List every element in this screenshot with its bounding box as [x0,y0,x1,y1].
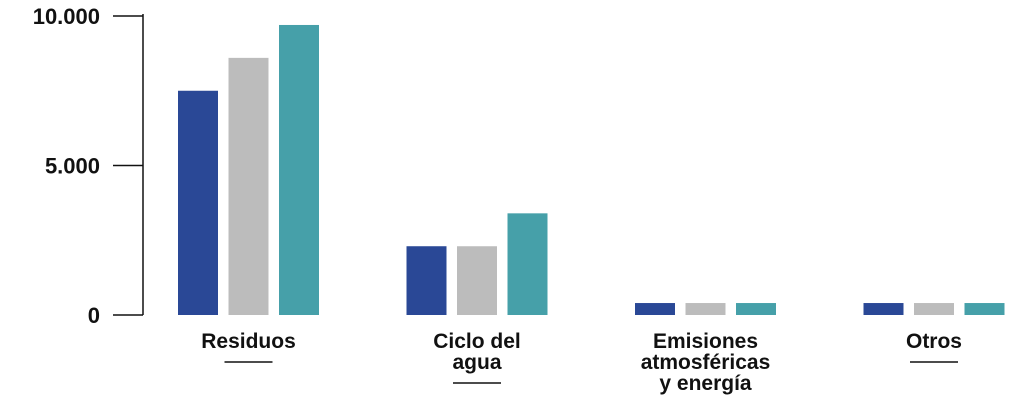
y-axis-ticks: 10.000 5.000 0 [33,4,143,328]
category-label-line: Residuos [201,330,296,353]
bar [964,303,1005,315]
bar [279,24,319,315]
category-label-line: Otros [906,330,962,353]
bar [178,90,218,315]
bar [863,303,904,315]
category-label-line: Emisiones [653,330,758,353]
category-label-line: agua [452,351,501,374]
category-labels: Residuos Ciclo del agua Emisiones atmosféric… [201,330,962,395]
bar [228,57,269,316]
bar [736,303,776,315]
category-label-line: y energía [659,372,752,395]
bar [914,303,954,315]
bar [635,303,675,315]
bar [457,246,497,315]
category-label: Otros [906,330,962,353]
category-label: Emisiones atmosféricas y energía [641,330,771,395]
y-tick-label: 5.000 [45,154,100,179]
category-label: Residuos [201,330,296,353]
category-label: Ciclo del agua [433,330,521,374]
y-tick-label: 10.000 [33,4,100,29]
bars [178,24,1005,316]
bar [507,213,548,315]
category-label-line: atmosféricas [641,351,771,374]
y-tick-label: 0 [88,303,100,328]
bar [685,303,726,315]
category-label-line: Ciclo del [433,330,521,353]
bar [406,246,447,315]
